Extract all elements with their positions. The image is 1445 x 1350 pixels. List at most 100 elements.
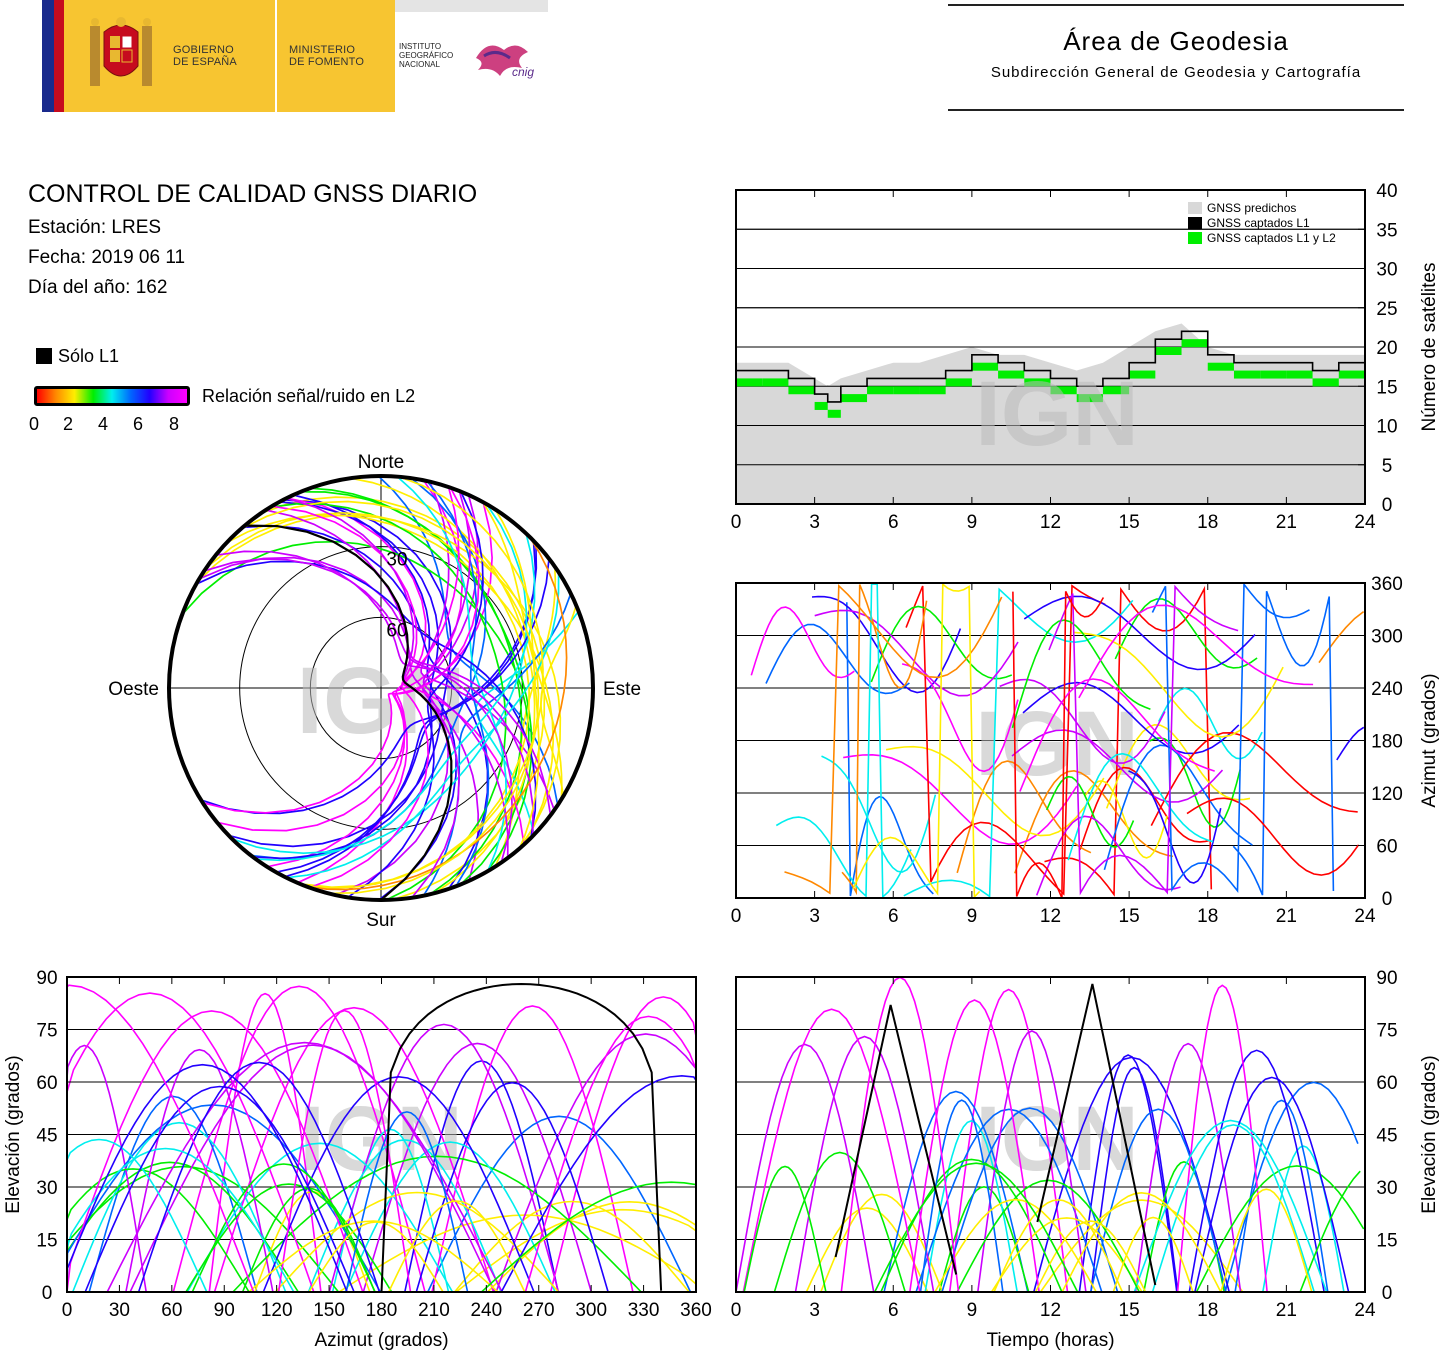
satellite-track <box>990 1217 1143 1293</box>
satellite-track <box>248 1220 499 1293</box>
satellite-track <box>66 1147 295 1293</box>
y-tick-label: 15 <box>1376 377 1397 398</box>
l1l2-segment <box>1260 370 1287 379</box>
x-tick-label: 0 <box>731 512 742 533</box>
l1-line <box>736 330 1365 403</box>
x-tick-label: 6 <box>888 512 899 533</box>
satellite-track <box>742 1008 921 1293</box>
satellite-track <box>66 1010 364 1293</box>
satellite-track <box>1194 1076 1350 1293</box>
satellite-track <box>750 606 855 679</box>
l1-only-swatch <box>36 348 52 364</box>
satellite-track <box>1128 770 1222 884</box>
x-tick-label: 21 <box>1276 906 1297 927</box>
satellite-track <box>1011 619 1151 729</box>
satellite-track <box>775 583 912 899</box>
satellite-track <box>1195 1165 1365 1293</box>
satellite-track <box>216 497 427 832</box>
satellite-track <box>66 1104 382 1293</box>
satellite-track <box>1048 584 1239 896</box>
satellite-track <box>286 572 560 879</box>
snr-ticks: 0 2 4 6 8 <box>29 414 199 436</box>
satellite-track <box>1090 1066 1179 1293</box>
satellite-track <box>1220 1188 1313 1293</box>
satellite-track <box>1022 681 1240 755</box>
x-tick-label: 3 <box>809 512 820 533</box>
satellite-track <box>232 1155 642 1293</box>
y-axis-label: Azimut (grados) <box>1419 673 1440 807</box>
satellite-track <box>977 1030 1087 1293</box>
y-tick-label: 0 <box>1382 889 1393 910</box>
legend-swatch <box>1188 232 1202 244</box>
gobierno-text: GOBIERNO DE ESPAÑA <box>173 44 237 68</box>
date-label: Fecha: 2019 06 11 <box>28 247 186 268</box>
satellite-track <box>805 1207 929 1293</box>
l1l2-segment <box>762 378 789 387</box>
satellite-track <box>1105 723 1251 809</box>
l1l2-segment <box>840 394 868 403</box>
snr-tick: 2 <box>63 414 74 434</box>
satellite-track <box>71 1121 287 1293</box>
doy-label: Día del año: 162 <box>28 277 168 298</box>
satellite-track <box>1044 585 1213 897</box>
x-axis-label: Tiempo (horas) <box>986 1330 1114 1350</box>
satellite-track <box>1114 598 1258 669</box>
horizon-circle <box>167 474 595 902</box>
y-tick-label: 5 <box>1382 456 1393 477</box>
legend-swatch <box>1188 217 1202 229</box>
satellite-track <box>1011 729 1224 803</box>
cnig-logo-icon: cnig <box>470 36 536 82</box>
satellite-track <box>66 1063 348 1293</box>
y-tick-label: 40 <box>1376 181 1397 202</box>
l1-only-track <box>834 1004 958 1275</box>
x-tick-label: 24 <box>1354 1300 1376 1321</box>
watermark: IGN <box>975 363 1139 465</box>
snr-colorbar <box>34 386 190 406</box>
x-tick-label: 120 <box>261 1300 293 1321</box>
x-tick-label: 270 <box>523 1300 555 1321</box>
satellite-track <box>328 1023 560 1293</box>
satellite-track <box>1034 1220 1147 1293</box>
y-tick-label: 15 <box>1376 1231 1397 1252</box>
l1l2-segment <box>919 386 946 395</box>
y-tick-label: 360 <box>1371 574 1403 595</box>
l1l2-segment <box>1129 370 1156 379</box>
satellite-track <box>1103 744 1253 871</box>
satellite-track <box>66 1138 208 1293</box>
legend-entry: GNSS captados L1 <box>1207 216 1310 230</box>
satellite-track <box>784 583 1003 895</box>
x-tick-label: 6 <box>888 906 899 927</box>
l1l2-segment <box>1076 394 1103 403</box>
legend-entry: GNSS captados L1 y L2 <box>1207 231 1336 245</box>
y-tick-label: 75 <box>1376 1021 1397 1042</box>
satellite-track <box>186 1142 454 1293</box>
l1-only-track <box>380 982 663 1293</box>
satellite-track <box>240 500 540 895</box>
y-tick-label: 20 <box>1376 338 1397 359</box>
y-tick-label: 180 <box>1371 732 1403 753</box>
satellite-track <box>934 1198 1097 1293</box>
sky-tracks <box>181 478 580 898</box>
snr-tick: 6 <box>133 414 144 434</box>
satellite-track <box>1176 984 1268 1293</box>
satellite-track <box>901 663 1019 773</box>
x-tick-label: 18 <box>1197 512 1218 533</box>
satellite-track <box>1134 1042 1242 1293</box>
x-tick-label: 12 <box>1040 906 1061 927</box>
y-axis-label: Número de satélites <box>1419 263 1440 432</box>
y-tick-label: 75 <box>36 1021 57 1042</box>
ring-label-30: 30 <box>386 550 407 571</box>
satellite-track <box>172 985 426 1293</box>
direction-east: Este <box>603 679 641 700</box>
divider <box>275 0 277 112</box>
l1l2-segment <box>827 409 841 418</box>
x-tick-label: 300 <box>575 1300 607 1321</box>
satellite-track <box>1157 687 1263 760</box>
satellite-track <box>270 502 507 898</box>
satellite-track <box>1014 769 1174 874</box>
x-tick-label: 24 <box>1354 906 1376 927</box>
x-tick-label: 15 <box>1119 1300 1140 1321</box>
x-tick-label: 15 <box>1119 906 1140 927</box>
cnig-text: cnig <box>512 65 534 79</box>
